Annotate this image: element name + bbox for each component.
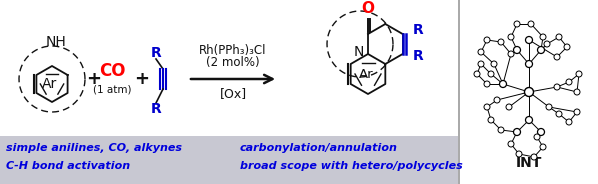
Circle shape (506, 104, 512, 110)
Circle shape (514, 47, 520, 54)
Circle shape (478, 61, 484, 67)
Circle shape (498, 39, 504, 45)
Text: [Ox]: [Ox] (219, 87, 246, 100)
Text: N: N (353, 45, 364, 59)
Circle shape (554, 84, 560, 90)
Bar (458, 0, 460, 184)
Text: R: R (413, 23, 423, 37)
Text: R: R (413, 49, 423, 63)
Text: INT: INT (516, 156, 542, 170)
Circle shape (508, 51, 514, 57)
Text: R: R (151, 46, 161, 60)
Circle shape (484, 104, 490, 110)
Circle shape (514, 128, 520, 135)
Circle shape (525, 88, 533, 96)
Circle shape (531, 154, 537, 160)
Circle shape (556, 34, 562, 40)
Circle shape (488, 117, 494, 123)
Text: NH: NH (45, 35, 66, 49)
Circle shape (526, 116, 532, 123)
Circle shape (554, 54, 560, 60)
Text: broad scope with hetero/polycycles: broad scope with hetero/polycycles (240, 161, 463, 171)
Circle shape (544, 41, 550, 47)
Circle shape (516, 151, 522, 157)
Circle shape (474, 71, 480, 77)
Text: carbonylation/annulation: carbonylation/annulation (240, 143, 398, 153)
Circle shape (508, 141, 514, 147)
Circle shape (546, 104, 552, 110)
Text: Rh(PPh₃)₃Cl: Rh(PPh₃)₃Cl (199, 44, 267, 57)
Circle shape (540, 34, 546, 40)
Text: CO: CO (99, 62, 125, 80)
Circle shape (478, 49, 484, 55)
Circle shape (574, 109, 580, 115)
Circle shape (514, 21, 520, 27)
Circle shape (566, 79, 572, 85)
Text: O: O (362, 1, 374, 16)
Text: +: + (87, 70, 102, 88)
Circle shape (491, 61, 497, 67)
Circle shape (499, 81, 507, 88)
Text: +: + (135, 70, 150, 88)
Circle shape (508, 34, 514, 40)
Circle shape (488, 71, 494, 77)
Text: C-H bond activation: C-H bond activation (6, 161, 130, 171)
Text: Ar: Ar (359, 68, 373, 81)
Text: (2 mol%): (2 mol%) (206, 56, 260, 69)
Circle shape (498, 127, 504, 133)
Text: simple anilines, CO, alkynes: simple anilines, CO, alkynes (6, 143, 182, 153)
Circle shape (538, 128, 545, 135)
Circle shape (484, 81, 490, 87)
Circle shape (564, 44, 570, 50)
Bar (0, 136, 460, 184)
Circle shape (526, 36, 532, 43)
Circle shape (526, 61, 532, 68)
Text: Ar: Ar (42, 77, 57, 91)
Circle shape (540, 144, 546, 150)
Circle shape (494, 97, 500, 103)
Circle shape (528, 21, 534, 27)
Circle shape (556, 111, 562, 117)
Circle shape (534, 134, 540, 140)
Text: R: R (151, 102, 161, 116)
Circle shape (538, 47, 545, 54)
Circle shape (576, 71, 582, 77)
Text: (1 atm): (1 atm) (93, 84, 131, 94)
Circle shape (574, 89, 580, 95)
Circle shape (484, 37, 490, 43)
Circle shape (524, 88, 533, 96)
Circle shape (566, 119, 572, 125)
